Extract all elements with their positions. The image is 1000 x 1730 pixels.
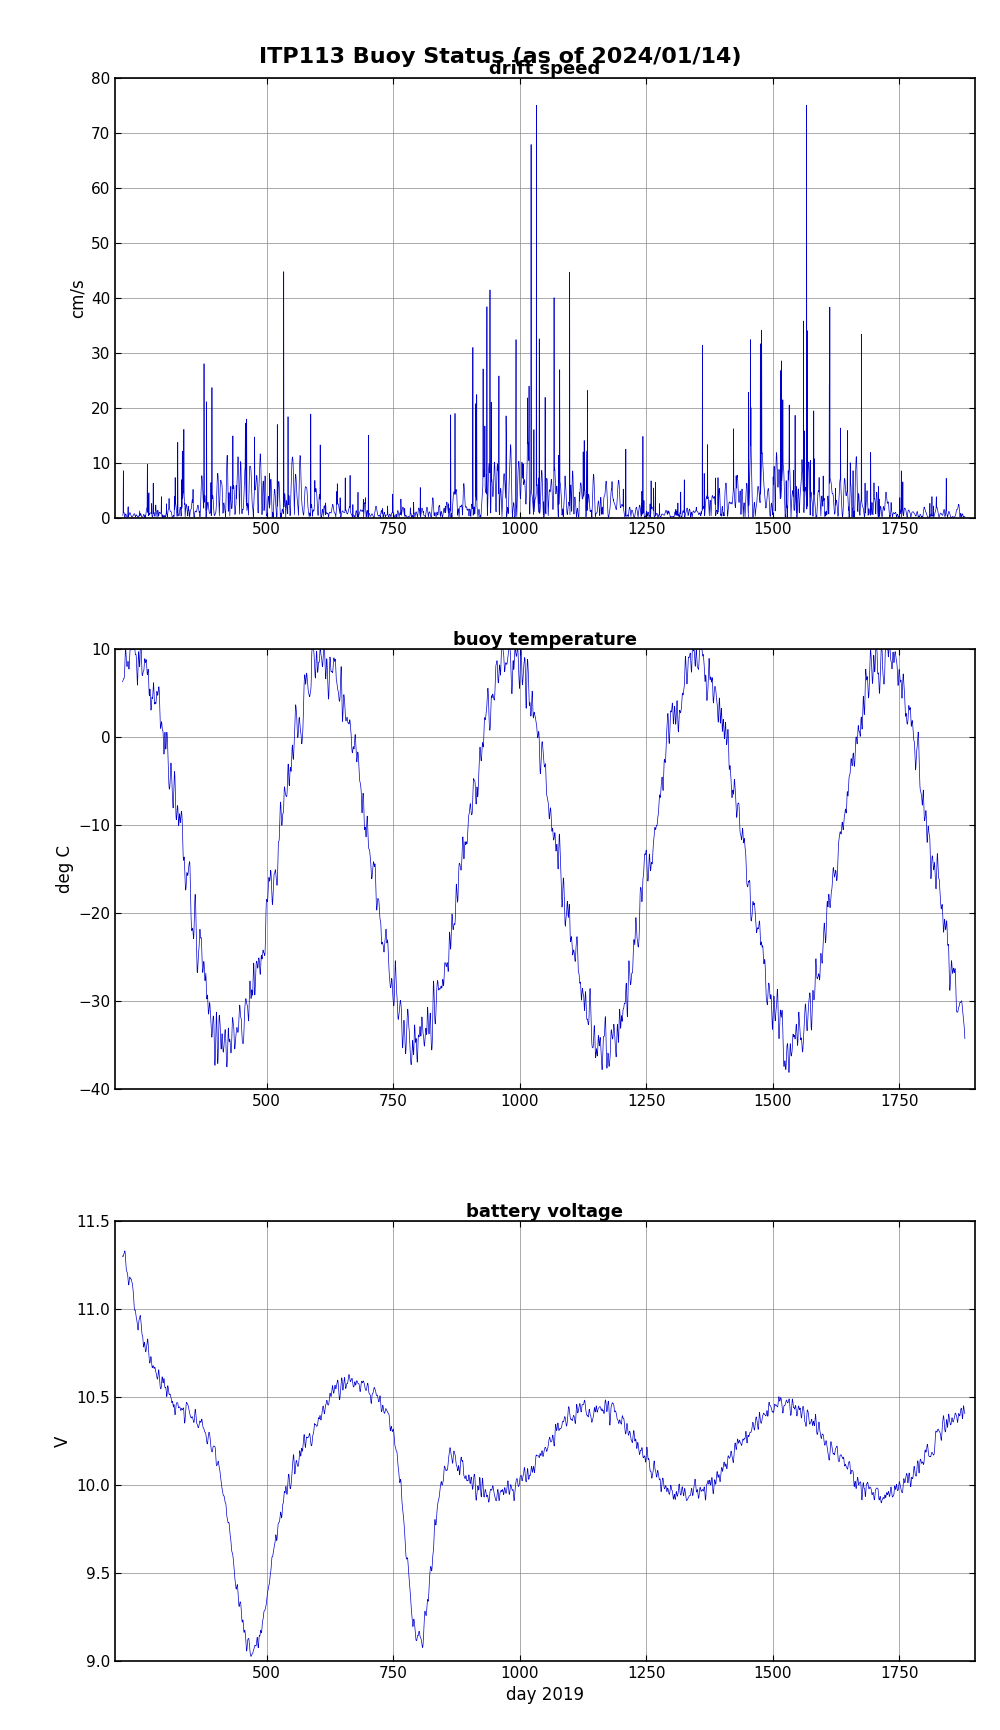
Y-axis label: V: V [54,1436,72,1446]
Title: drift speed: drift speed [489,59,601,78]
X-axis label: day 2019: day 2019 [506,1687,584,1704]
Y-axis label: cm/s: cm/s [69,279,87,318]
Text: ITP113 Buoy Status (as of 2024/01/14): ITP113 Buoy Status (as of 2024/01/14) [259,47,741,67]
Title: buoy temperature: buoy temperature [453,631,637,649]
Y-axis label: deg C: deg C [56,846,74,893]
Title: battery voltage: battery voltage [466,1202,624,1221]
